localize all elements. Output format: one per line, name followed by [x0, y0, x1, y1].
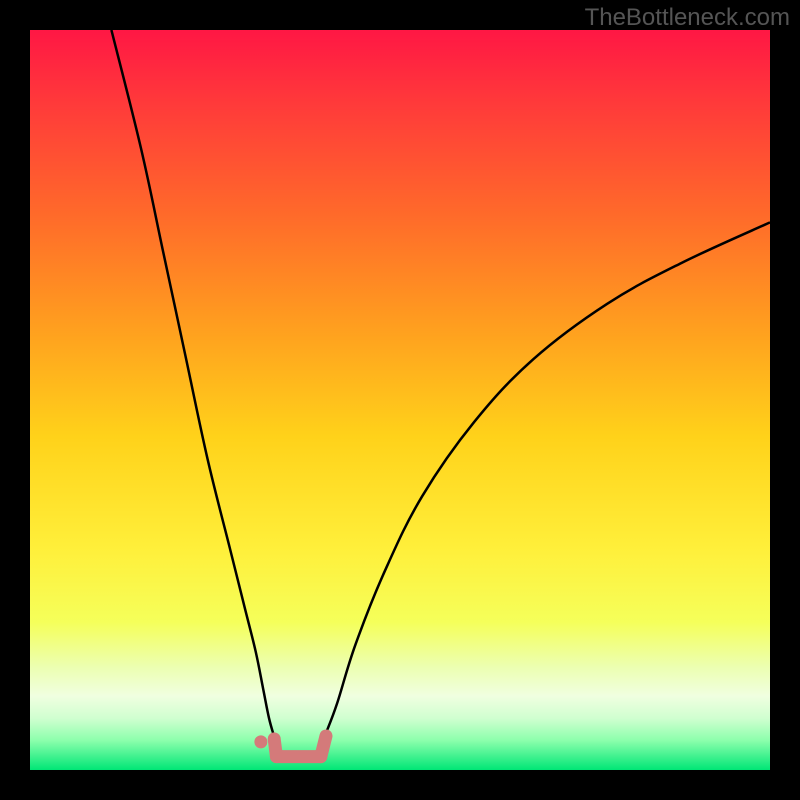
plot-area [30, 30, 770, 770]
gradient-background [30, 30, 770, 770]
chart-container: TheBottleneck.com [0, 0, 800, 800]
watermark-text: TheBottleneck.com [585, 4, 790, 32]
